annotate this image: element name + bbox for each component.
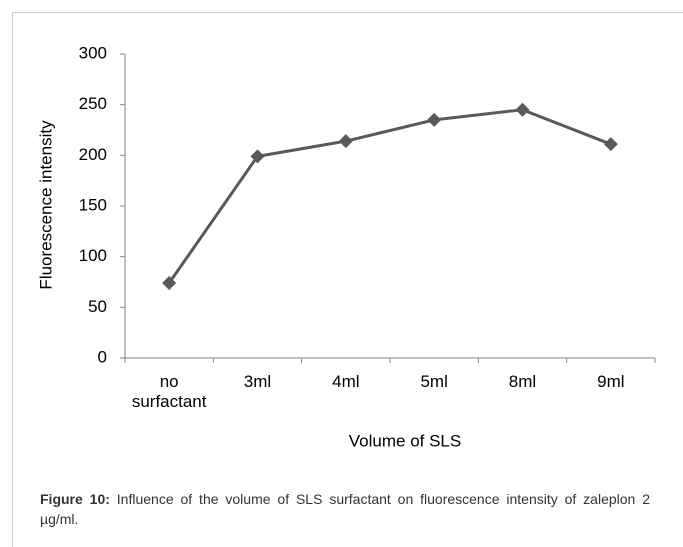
series-line [167, 108, 612, 284]
x-tick-label: 5ml [420, 372, 448, 391]
caption: Figure 10: Influence of the volume of SL… [40, 489, 650, 529]
y-tick-label: 300 [79, 43, 107, 62]
y-tick-label: 150 [79, 195, 107, 214]
x-tick-label: 3ml [243, 372, 272, 391]
marker [603, 137, 618, 152]
x-tick-label: 8ml [508, 372, 537, 391]
x-tick-label: 9ml [597, 372, 625, 391]
y-axis-title: Fluorescence intensity [36, 120, 55, 290]
marker [250, 149, 265, 164]
caption-text: Influence of the volume of SLS surfactan… [40, 491, 651, 527]
y-tick-label: 50 [88, 297, 107, 316]
y-tick-label: 100 [79, 246, 107, 265]
x-axis-title: Volume of SLS [349, 431, 461, 450]
y-tick-label: 0 [98, 347, 107, 366]
x-tick-label: no surfactant [131, 372, 207, 411]
marker [515, 102, 530, 117]
marker [162, 276, 177, 291]
x-tick-label: 4ml [332, 372, 360, 391]
caption-label: Figure 10: [40, 491, 110, 507]
marker [427, 112, 442, 127]
frame [12, 12, 683, 547]
marker [338, 134, 353, 149]
y-tick-label: 250 [79, 94, 107, 113]
y-tick-label: 200 [79, 145, 107, 164]
